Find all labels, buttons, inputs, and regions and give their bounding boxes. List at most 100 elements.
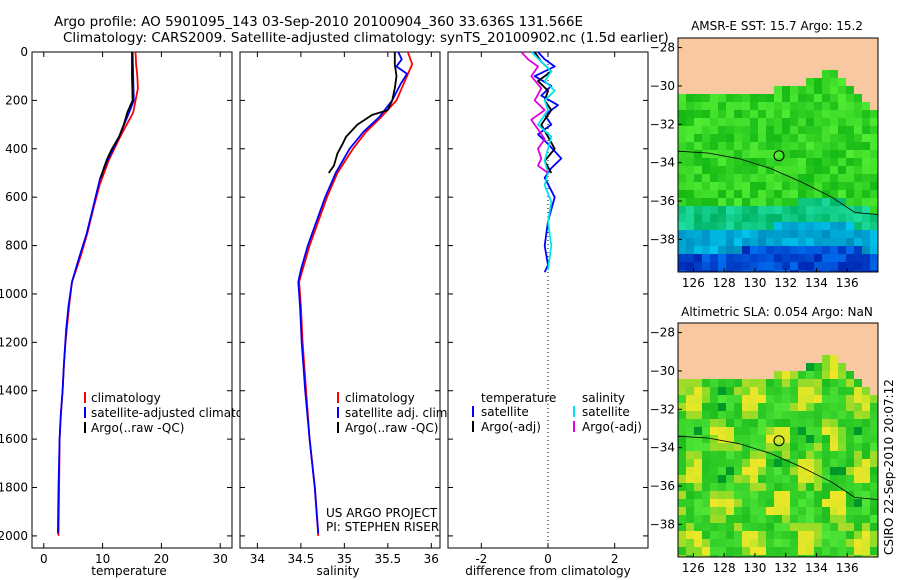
- map-cell: [678, 547, 686, 555]
- map-cell: [702, 523, 710, 531]
- map-cell: [758, 555, 766, 557]
- map-cell: [862, 110, 870, 118]
- map-cell: [790, 427, 798, 435]
- map-cell: [718, 230, 726, 238]
- map-cell: [710, 531, 718, 539]
- map-cell: [694, 395, 702, 403]
- map-cell: [782, 182, 790, 190]
- map-cell: [798, 443, 806, 451]
- map-cell: [750, 198, 758, 206]
- map-cell: [798, 94, 806, 102]
- map-cell: [766, 443, 774, 451]
- x-tick-label: -2: [475, 552, 487, 566]
- x-tick-label: 134: [805, 276, 828, 290]
- map-cell: [678, 467, 686, 475]
- map-cell: [846, 214, 854, 222]
- map-cell: [678, 126, 686, 134]
- map-cell: [814, 363, 822, 371]
- map-cell: [862, 190, 870, 198]
- map-cell: [862, 539, 870, 547]
- map-cell: [758, 190, 766, 198]
- map-cell: [846, 443, 854, 451]
- map-cell: [702, 483, 710, 491]
- map-cell: [854, 222, 862, 230]
- y-tick-label: 1400: [0, 384, 28, 398]
- map-cell: [846, 134, 854, 142]
- legend-label-satellite: satellite adj. clim.: [345, 406, 451, 420]
- salinity-axes-frame: [239, 51, 441, 549]
- map-cell: [814, 483, 822, 491]
- map-cell: [854, 134, 862, 142]
- map-cell: [846, 158, 854, 166]
- map-cell: [798, 246, 806, 254]
- map-cell: [710, 555, 718, 557]
- map-cell: [702, 262, 710, 270]
- map-cell: [726, 435, 734, 443]
- map-cell: [710, 142, 718, 150]
- map-cell: [774, 102, 782, 110]
- map-cell: [710, 515, 718, 523]
- map-cell: [774, 182, 782, 190]
- map-cell: [806, 78, 814, 86]
- map-cell: [838, 78, 846, 86]
- map-cell: [750, 459, 758, 467]
- map-cell: [694, 246, 702, 254]
- map-cell: [774, 411, 782, 419]
- map-cell: [702, 158, 710, 166]
- map-cell: [734, 254, 742, 262]
- map-cell: [726, 419, 734, 427]
- map-cell: [822, 262, 830, 270]
- map-cell: [694, 435, 702, 443]
- map-cell: [822, 395, 830, 403]
- map-cell: [702, 118, 710, 126]
- map-cell: [686, 507, 694, 515]
- map-cell: [678, 158, 686, 166]
- map-cell: [822, 230, 830, 238]
- map-cell: [726, 246, 734, 254]
- sst-map-overlay: [677, 150, 879, 215]
- map-cell: [734, 435, 742, 443]
- map-cell: [822, 246, 830, 254]
- map-cell: [758, 158, 766, 166]
- map-cell: [726, 411, 734, 419]
- map-cell: [718, 134, 726, 142]
- map-cell: [766, 118, 774, 126]
- map-cell: [734, 515, 742, 523]
- map-cell: [790, 491, 798, 499]
- map-cell: [806, 134, 814, 142]
- map-cell: [726, 134, 734, 142]
- map-cell: [710, 419, 718, 427]
- map-cell: [758, 150, 766, 158]
- map-cell: [806, 411, 814, 419]
- map-cell: [822, 174, 830, 182]
- map-cell: [774, 419, 782, 427]
- map-cell: [838, 475, 846, 483]
- map-cell: [702, 150, 710, 158]
- map-cell: [702, 387, 710, 395]
- map-cell: [870, 523, 878, 531]
- map-cell: [798, 182, 806, 190]
- map-cell: [686, 531, 694, 539]
- map-cell: [678, 190, 686, 198]
- map-cell: [726, 158, 734, 166]
- map-cell: [718, 214, 726, 222]
- difference-lines: [520, 51, 563, 273]
- map-cell: [870, 451, 878, 459]
- map-cell: [806, 222, 814, 230]
- map-cell: [750, 190, 758, 198]
- map-cell: [838, 150, 846, 158]
- y-tick-label: −38: [650, 232, 675, 246]
- map-cell: [742, 230, 750, 238]
- map-cell: [718, 254, 726, 262]
- map-cell: [814, 371, 822, 379]
- sla-map-ticks: 126 128 130 132 134 136 −28 −30 −32 −34 −36 −38: [650, 326, 859, 575]
- map-cell: [726, 475, 734, 483]
- map-cell: [798, 86, 806, 94]
- map-cell: [742, 110, 750, 118]
- map-cell: [758, 222, 766, 230]
- map-cell: [782, 110, 790, 118]
- map-cell: [870, 395, 878, 403]
- argo-location-marker: [773, 150, 785, 162]
- map-cell: [710, 198, 718, 206]
- map-cell: [686, 395, 694, 403]
